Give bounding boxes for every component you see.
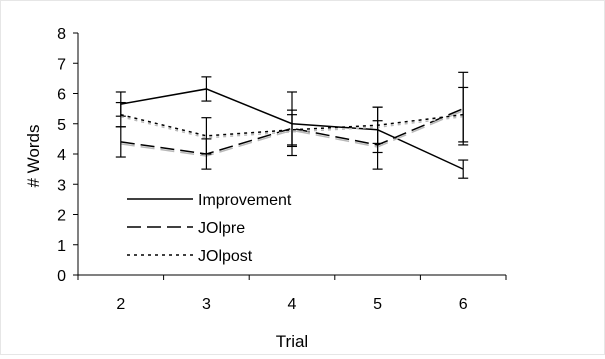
y-axis-label: # Words — [24, 125, 43, 188]
legend: Improvement JOlpre JOlpost — [127, 192, 292, 265]
y-tick-label: 7 — [57, 56, 66, 73]
x-tick-label: 3 — [202, 296, 211, 313]
x-tick-label: 6 — [459, 296, 468, 313]
legend-label: JOlpre — [198, 220, 245, 237]
legend-label: JOlpost — [198, 248, 253, 265]
x-tick-label: 5 — [373, 296, 382, 313]
y-tick-label: 6 — [57, 87, 66, 104]
axes — [73, 33, 506, 280]
y-tick-label: 0 — [57, 268, 66, 285]
legend-label: Improvement — [198, 192, 292, 209]
y-tick-label: 3 — [57, 177, 66, 194]
x-tick-label: 2 — [116, 296, 125, 313]
x-tick-label: 4 — [288, 296, 297, 313]
y-tick-label: 5 — [57, 117, 66, 134]
y-tick-label: 4 — [57, 147, 66, 164]
y-tick-label: 1 — [57, 238, 66, 255]
y-tick-label: 2 — [57, 208, 66, 225]
series-layer — [116, 72, 468, 178]
tick-labels: 0 1 2 3 4 5 6 7 8 2 3 4 5 6 — [57, 26, 468, 313]
x-axis-label: Trial — [276, 332, 308, 351]
y-tick-label: 8 — [57, 26, 66, 43]
